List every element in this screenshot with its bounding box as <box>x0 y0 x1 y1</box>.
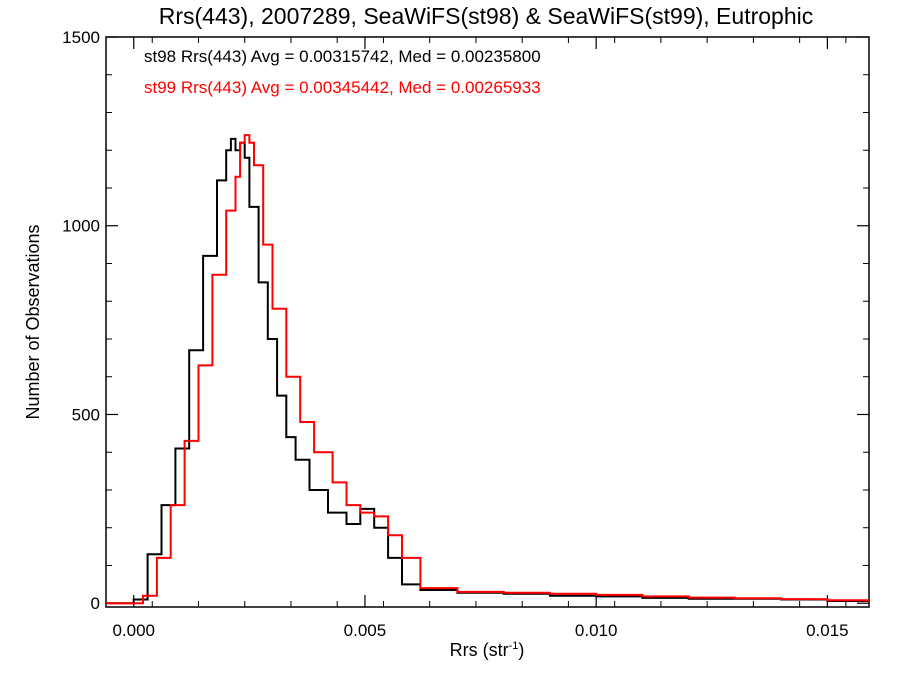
y-tick-label: 0 <box>91 594 100 613</box>
legend-entry-st98: st98 Rrs(443) Avg = 0.00315742, Med = 0.… <box>144 47 541 66</box>
y-axis-label: Number of Observations <box>23 224 43 419</box>
histogram-series-st99 <box>106 134 870 605</box>
y-tick-label: 500 <box>72 405 100 424</box>
x-axis-label: Rrs (str-1) <box>450 640 525 660</box>
data-series <box>106 134 870 605</box>
axis-ticks: 0.000 0.005 0.010 0.015 0 500 1000 1500 <box>62 28 869 640</box>
x-axis-label-exponent: -1 <box>509 640 519 652</box>
x-tick-label: 0.005 <box>344 621 387 640</box>
chart-title: Rrs(443), 2007289, SeaWiFS(st98) & SeaWi… <box>159 3 813 29</box>
x-axis-label-close: ) <box>518 640 524 660</box>
plot-area-frame <box>105 36 870 608</box>
histogram-series-st98 <box>106 137 870 605</box>
y-tick-label: 1000 <box>62 217 100 236</box>
x-tick-label: 0.000 <box>112 621 155 640</box>
x-axis-label-main: Rrs (str <box>450 640 509 660</box>
x-tick-label: 0.010 <box>575 621 618 640</box>
legend-entry-st99: st99 Rrs(443) Avg = 0.00345442, Med = 0.… <box>144 78 541 97</box>
x-tick-label: 0.015 <box>806 621 849 640</box>
y-tick-label: 1500 <box>62 28 100 47</box>
